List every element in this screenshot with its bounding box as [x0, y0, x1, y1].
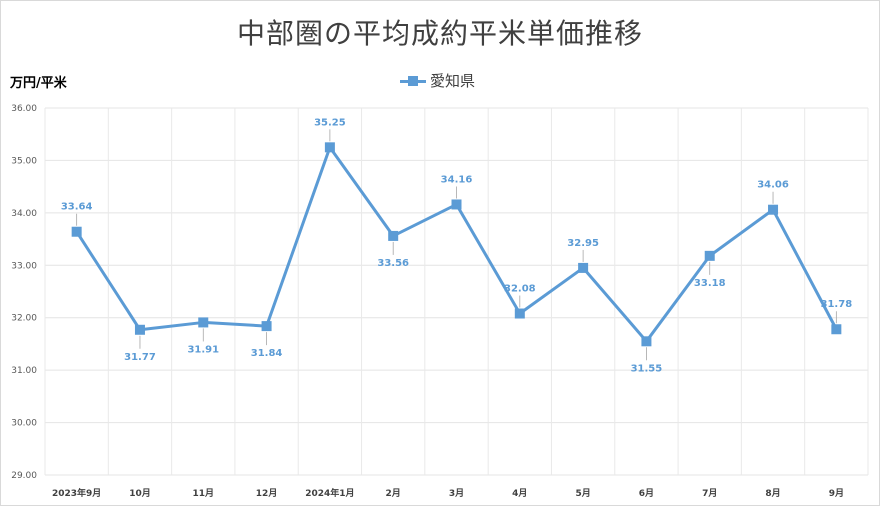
- data-point: [134, 324, 145, 335]
- data-point: [514, 308, 525, 319]
- data-label: 32.95: [567, 238, 599, 249]
- data-point: [451, 199, 462, 210]
- legend-series-label: 愛知県: [430, 72, 476, 90]
- y-tick-label: 36.00: [11, 104, 37, 114]
- data-point: [768, 204, 779, 215]
- data-point: [578, 262, 589, 273]
- x-tick-label: 2023年9月: [52, 487, 101, 499]
- y-tick-label: 31.00: [11, 366, 37, 376]
- data-label: 33.64: [61, 202, 93, 213]
- x-tick-label: 4月: [512, 488, 527, 499]
- data-label: 31.55: [631, 363, 663, 374]
- data-label: 35.25: [314, 117, 346, 128]
- y-tick-label: 32.00: [11, 314, 37, 324]
- x-tick-label: 9月: [829, 488, 844, 499]
- data-point: [388, 230, 399, 241]
- x-tick-label: 7月: [702, 488, 717, 499]
- data-point: [198, 317, 209, 328]
- y-axis-unit-label: 万円/平米: [10, 76, 67, 91]
- data-point: [641, 336, 652, 347]
- x-tick-label: 10月: [129, 488, 151, 499]
- y-tick-label: 34.00: [11, 209, 37, 219]
- data-label: 31.91: [187, 344, 219, 355]
- y-tick-label: 30.00: [11, 419, 37, 429]
- y-tick-label: 33.00: [11, 261, 37, 271]
- data-label: 34.16: [441, 174, 473, 185]
- data-label: 33.18: [694, 278, 726, 289]
- data-label: 33.56: [377, 258, 409, 269]
- x-tick-label: 2月: [386, 488, 401, 499]
- data-label: 31.78: [821, 299, 853, 310]
- x-tick-label: 6月: [639, 488, 654, 499]
- data-point: [704, 250, 715, 261]
- data-label: 31.77: [124, 352, 156, 363]
- data-point: [831, 324, 842, 335]
- legend: 愛知県: [400, 70, 475, 91]
- x-tick-label: 8月: [765, 488, 780, 499]
- chart-title: 中部圏の平均成約平米単価推移: [236, 17, 643, 50]
- x-tick-label: 3月: [449, 488, 464, 499]
- data-point: [261, 321, 272, 332]
- y-tick-label: 29.00: [11, 471, 37, 481]
- y-tick-label: 35.00: [11, 156, 37, 166]
- x-tick-label: 2024年1月: [305, 487, 354, 499]
- data-label: 31.84: [251, 348, 283, 359]
- data-point: [324, 142, 335, 153]
- x-tick-label: 5月: [575, 488, 590, 499]
- legend-marker-icon: [400, 74, 426, 88]
- data-label: 34.06: [757, 180, 789, 191]
- data-point: [71, 226, 82, 237]
- x-tick-label: 12月: [256, 488, 278, 499]
- data-label: 32.08: [504, 284, 536, 295]
- x-tick-label: 11月: [193, 488, 215, 499]
